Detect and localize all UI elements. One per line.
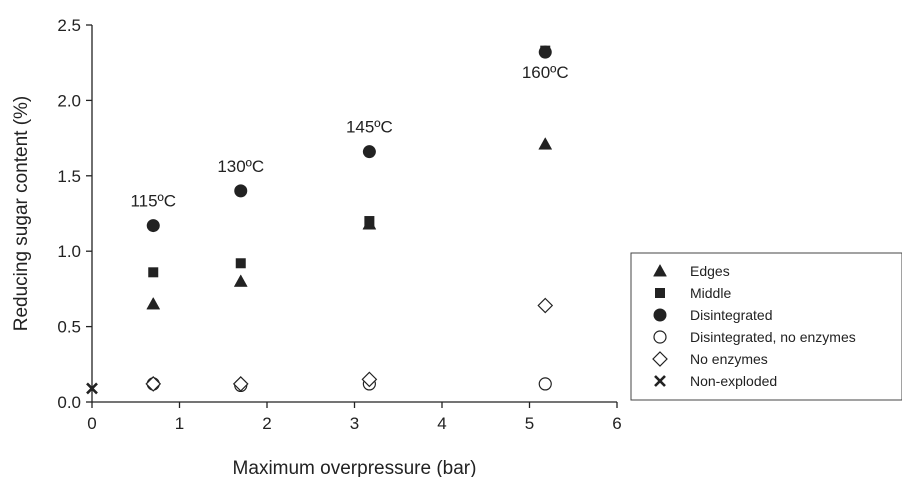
temperature-annotation: 145ºC bbox=[346, 118, 393, 137]
data-point-triangle bbox=[146, 296, 161, 310]
legend-label: Disintegrated bbox=[690, 307, 773, 323]
legend: Edges Middle Disintegrated Disintegrated, n… bbox=[630, 252, 902, 401]
data-point-open-diamond bbox=[145, 376, 162, 392]
x-tick-label: 2 bbox=[262, 414, 271, 433]
data-point-triangle bbox=[538, 137, 553, 150]
legend-marker-triangle bbox=[653, 263, 667, 277]
y-tick-label: 2.5 bbox=[57, 16, 81, 35]
x-tick-label: 3 bbox=[350, 414, 359, 433]
y-tick-label: 0.0 bbox=[57, 393, 81, 412]
y-tick-label: 2.0 bbox=[57, 91, 81, 110]
legend-marker-open-circle bbox=[653, 330, 667, 344]
y-tick-label: 0.5 bbox=[57, 318, 81, 337]
y-axis-title: Reducing sugar content (%) bbox=[11, 96, 32, 332]
ticks: 0 1 2 3 4 5 6 0.0 0.5 1.0 1.5 2.0 2.5 bbox=[57, 16, 621, 433]
cross-stroke bbox=[654, 375, 666, 387]
legend-label: Edges bbox=[690, 263, 730, 279]
data-point-filled-circle bbox=[234, 184, 248, 198]
x-tick-label: 6 bbox=[612, 414, 621, 433]
legend-label: No enzymes bbox=[690, 351, 768, 367]
data-point-open-diamond bbox=[361, 371, 378, 388]
data-point-open-diamond bbox=[537, 297, 554, 314]
data-point-square bbox=[364, 216, 375, 227]
data-point-triangle bbox=[233, 274, 248, 287]
x-tick-label: 5 bbox=[525, 414, 534, 433]
legend-label: Middle bbox=[690, 285, 731, 301]
temperature-annotation: 160ºC bbox=[522, 63, 569, 82]
data-point-cross bbox=[86, 382, 98, 395]
y-tick-label: 1.0 bbox=[57, 242, 81, 261]
y-tick-label: 1.5 bbox=[57, 167, 81, 186]
x-tick-label: 1 bbox=[175, 414, 184, 433]
legend-marker-cross bbox=[654, 375, 666, 387]
cross-stroke bbox=[86, 382, 98, 395]
x-tick-label: 0 bbox=[87, 414, 96, 433]
data-points bbox=[86, 45, 554, 395]
data-point-filled-circle bbox=[362, 145, 376, 159]
temperature-annotation: 115ºC bbox=[130, 192, 176, 211]
x-axis-title: Maximum overpressure (bar) bbox=[233, 458, 477, 477]
data-point-filled-circle bbox=[146, 219, 160, 233]
data-point-square bbox=[235, 258, 246, 269]
data-point-open-diamond bbox=[232, 376, 249, 392]
legend-marker-open-diamond bbox=[652, 351, 668, 367]
legend-frame bbox=[630, 252, 902, 401]
x-tick-label: 4 bbox=[437, 414, 446, 433]
data-point-filled-circle bbox=[538, 45, 552, 59]
data-point-square bbox=[148, 267, 159, 278]
legend-label: Disintegrated, no enzymes bbox=[690, 329, 856, 345]
legend-marker-filled-circle bbox=[653, 308, 667, 322]
legend-label: Non-exploded bbox=[690, 373, 777, 389]
annotations: 115ºC 130ºC 145ºC 160ºC bbox=[130, 63, 568, 210]
temperature-annotation: 130ºC bbox=[217, 157, 264, 176]
legend-marker-square bbox=[655, 288, 665, 298]
data-point-open-circle bbox=[538, 377, 552, 391]
